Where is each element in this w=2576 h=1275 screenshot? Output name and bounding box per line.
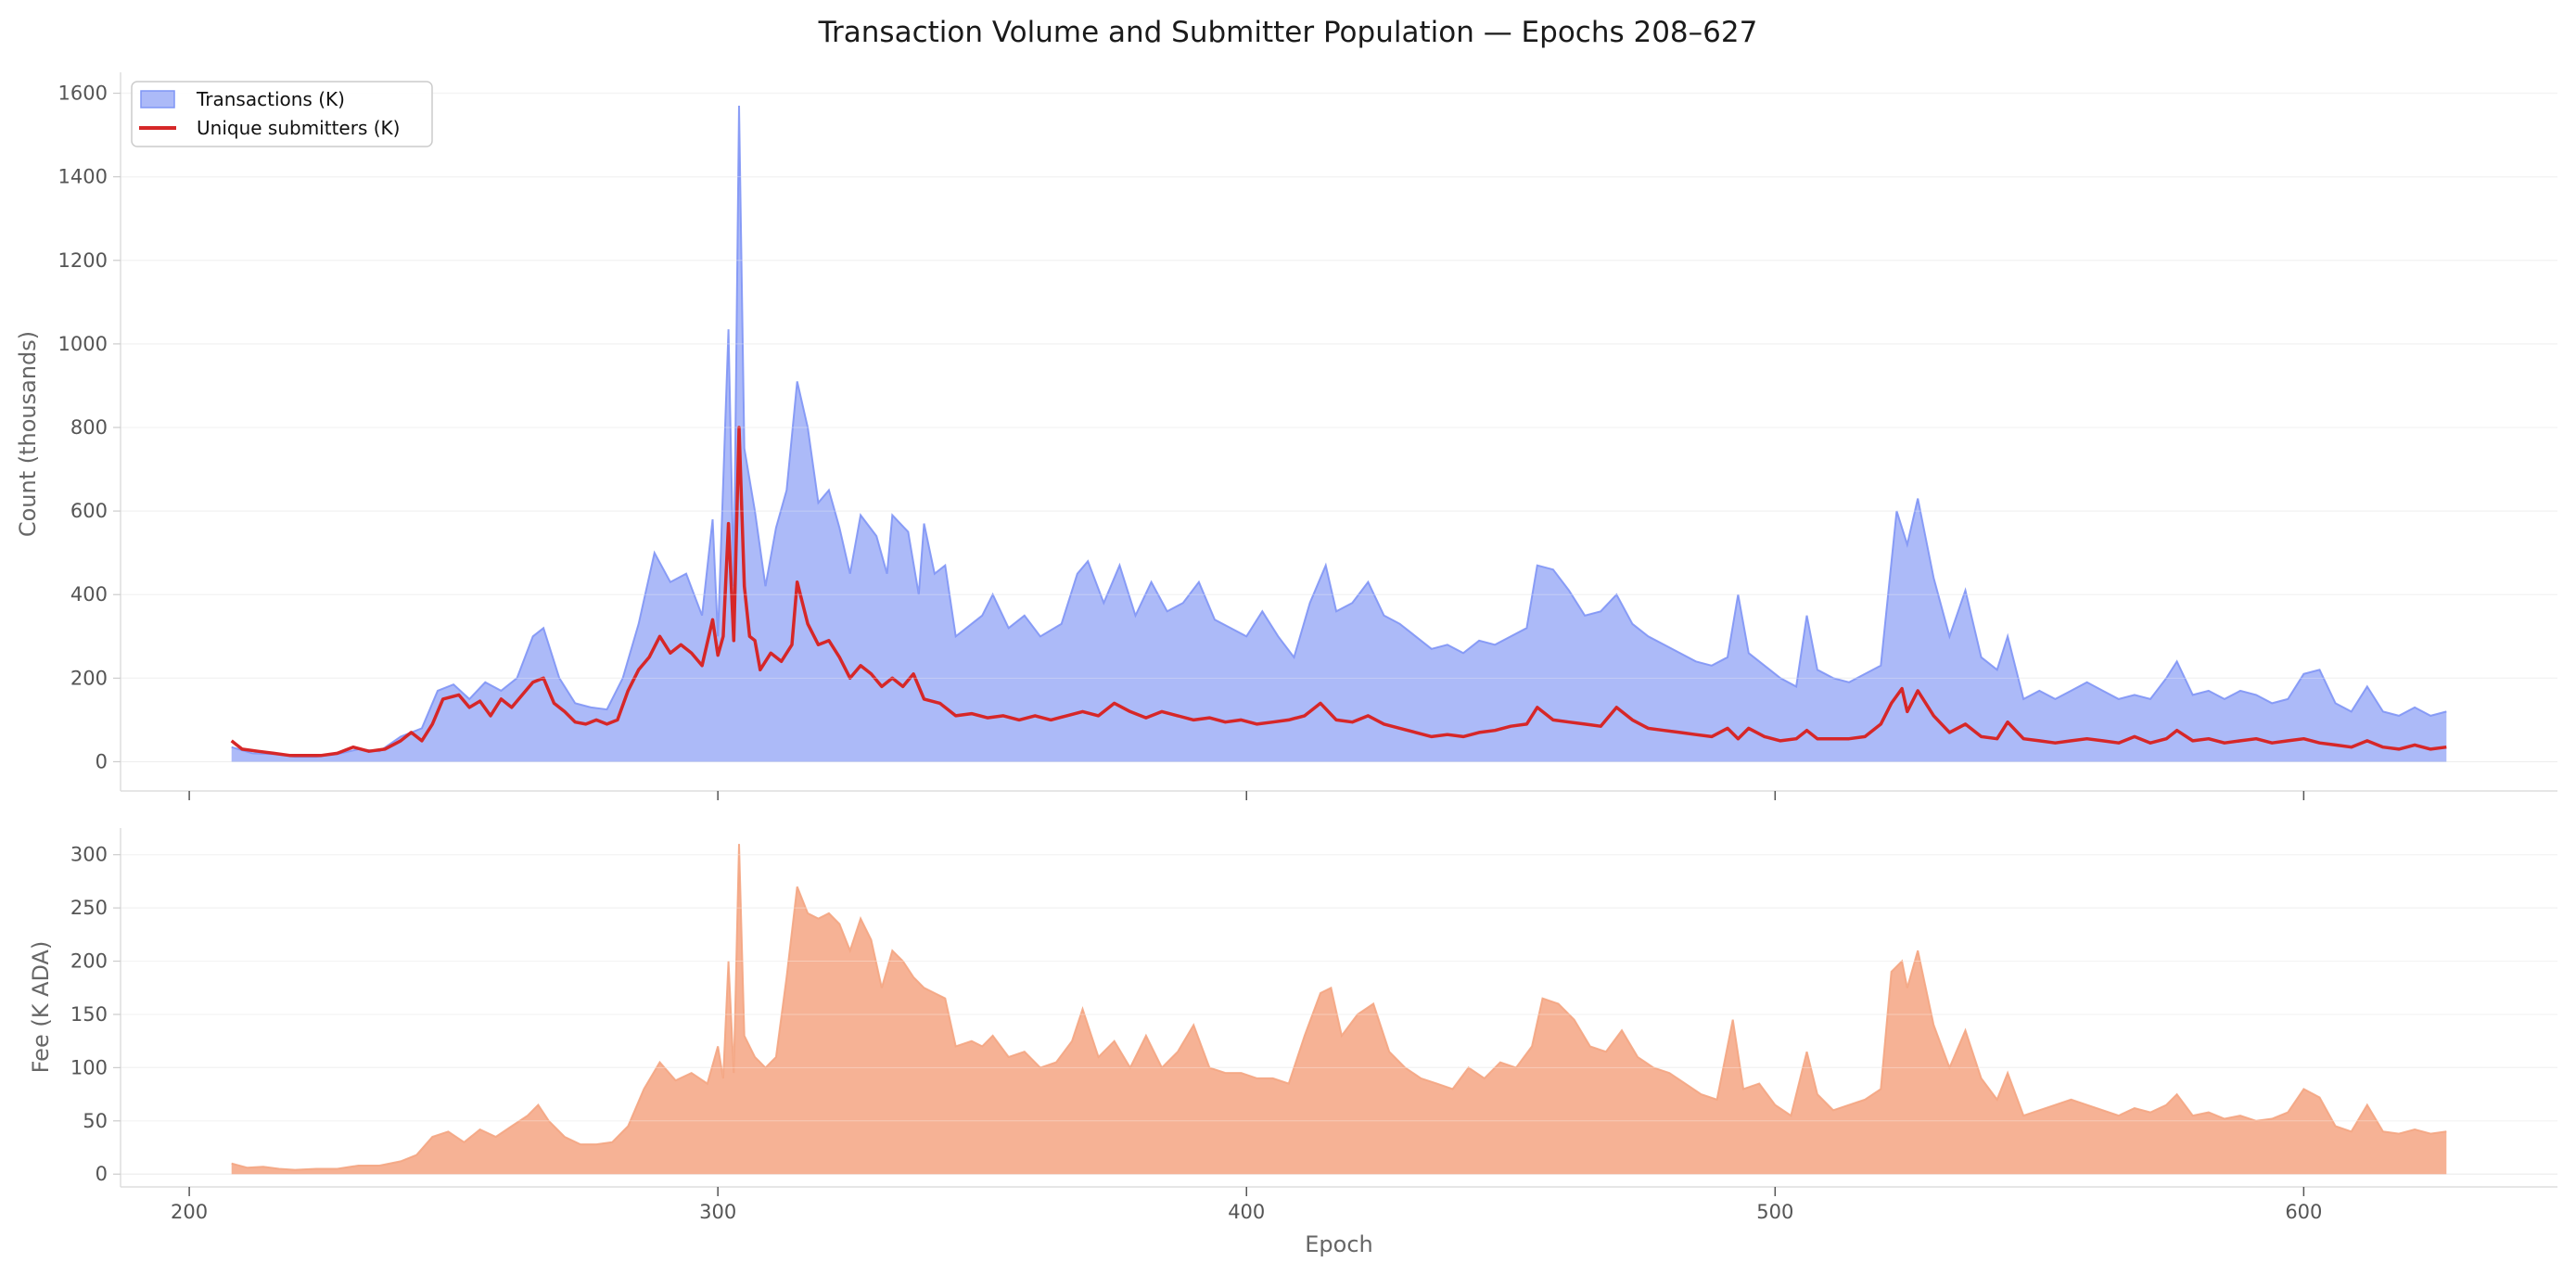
top-y-ticks: 0 200 400 600 800 1000 1200 1400 1600: [58, 83, 121, 772]
bottom-y-tick-label: 200: [70, 950, 108, 973]
top-series-line: [230, 426, 2447, 758]
x-axis-label: Epoch: [1305, 1231, 1373, 1257]
x-ticks: 200 300 400 500 600: [171, 1187, 2322, 1223]
x-tick-label: 400: [1228, 1201, 1265, 1223]
top-y-tick-label: 1400: [58, 166, 108, 188]
bottom-y-tick-label: 150: [70, 1003, 108, 1026]
panel-transactions: 0 200 400 600 800 1000 1200 1400 1600 Count (tho…: [15, 72, 2557, 800]
legend-label-transactions: Transactions (K): [196, 88, 345, 110]
top-y-tick-label: 600: [70, 500, 108, 522]
x-tick-label: 600: [2285, 1201, 2322, 1223]
bottom-y-tick-label: 50: [83, 1110, 108, 1132]
top-y-tick-label: 0: [96, 750, 108, 772]
top-y-tick-label: 1200: [58, 249, 108, 272]
top-plot-area: [121, 93, 2557, 762]
legend: Transactions (K) Unique submitters (K): [131, 81, 433, 147]
top-y-tick-label: 1000: [58, 333, 108, 355]
bottom-series-area-fill: [231, 844, 2447, 1175]
top-series-area-fill: [231, 106, 2447, 762]
x-tick-label: 200: [171, 1201, 208, 1223]
panel-fees: 0 50 100 150 200 250 300 200 300 400 500 600 Fee (…: [28, 828, 2557, 1257]
legend-swatch-transactions: [140, 90, 175, 108]
legend-label-submitters: Unique submitters (K): [197, 117, 400, 139]
x-tick-label: 300: [699, 1201, 736, 1223]
top-y-tick-label: 800: [70, 416, 108, 439]
chart-title: Transaction Volume and Submitter Populat…: [818, 16, 1758, 49]
x-tick-label: 500: [1756, 1201, 1793, 1223]
top-y-axis-label: Count (thousands): [15, 331, 41, 537]
legend-box: [131, 81, 433, 147]
bottom-y-tick-label: 250: [70, 897, 108, 919]
top-y-tick-label: 200: [70, 667, 108, 689]
bottom-y-tick-label: 300: [70, 844, 108, 866]
top-x-tick-marks: [188, 791, 2305, 800]
top-series-area-edge: [231, 105, 2447, 759]
bottom-y-axis-label: Fee (K ADA): [28, 941, 54, 1074]
top-y-tick-label: 400: [70, 583, 108, 606]
bottom-y-tick-label: 0: [96, 1163, 108, 1185]
bottom-plot-area: [121, 844, 2557, 1175]
bottom-y-ticks: 0 50 100 150 200 250 300: [70, 844, 121, 1185]
top-y-tick-label: 1600: [58, 83, 108, 105]
bottom-series-area-edge: [231, 844, 2447, 1171]
bottom-y-tick-label: 100: [70, 1056, 108, 1078]
